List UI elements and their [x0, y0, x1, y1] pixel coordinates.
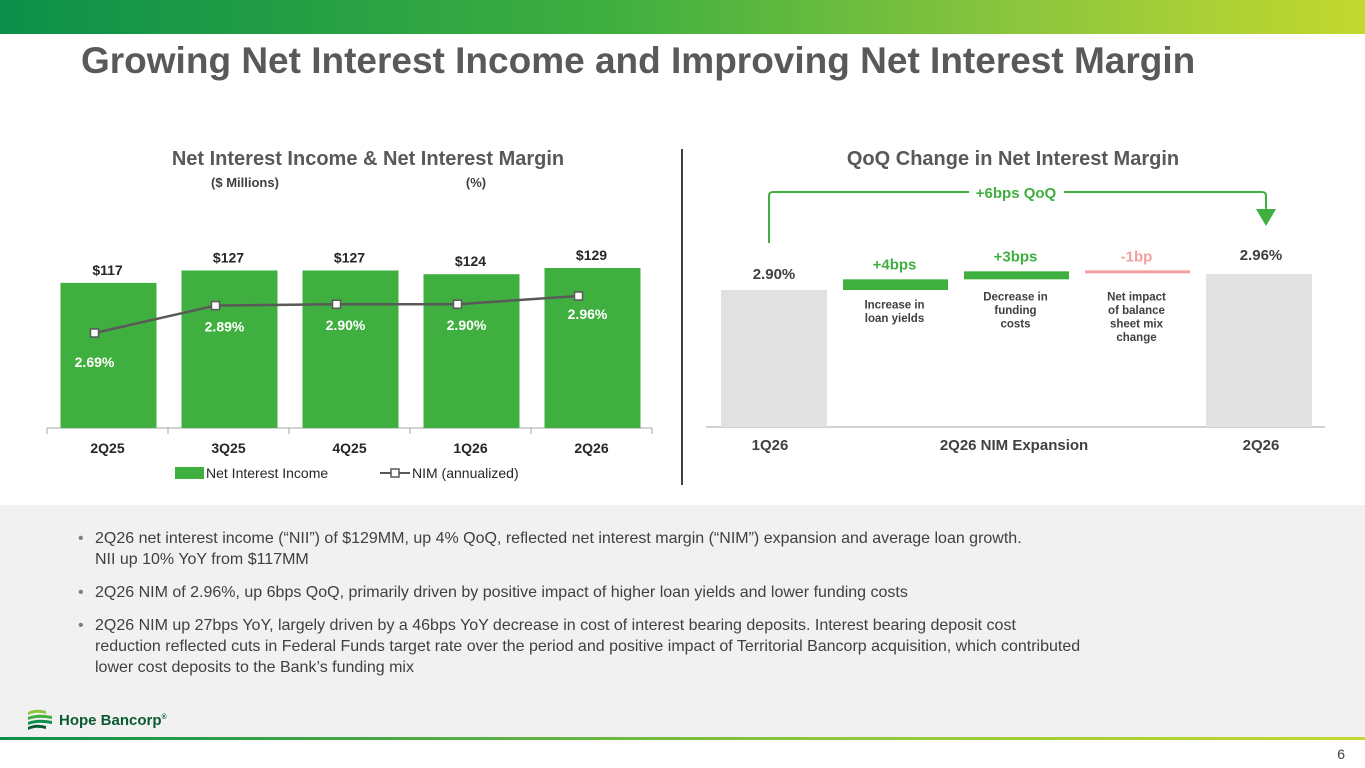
- bullet-text-line: 2Q26 NIM up 27bps YoY, largely driven by…: [95, 617, 1016, 634]
- nii-bar-3q25: [181, 270, 278, 428]
- nim-label: 2.89%: [205, 319, 245, 335]
- x-tick-label: 2Q25: [90, 440, 124, 456]
- waterfall-step-description: change: [1116, 332, 1156, 344]
- top-gradient-bar: [0, 0, 1365, 34]
- nii-bar-2q26: [544, 268, 641, 428]
- annotation-label: +6bps QoQ: [976, 185, 1057, 202]
- nim-point: [573, 291, 584, 301]
- company-logo: Hope Bancorp®: [26, 706, 167, 734]
- waterfall-step-bar: [843, 279, 948, 290]
- annotation-bracket-left: [768, 191, 969, 243]
- waterfall-end-bar: [1206, 274, 1312, 427]
- waterfall-axis-label-middle: 2Q26 NIM Expansion: [940, 437, 1088, 454]
- waterfall-axis-label-end: 2Q26: [1243, 437, 1280, 454]
- page-title: Growing Net Interest Income and Improvin…: [81, 40, 1196, 81]
- x-tick-label: 4Q25: [332, 440, 366, 456]
- hope-bancorp-logo-icon: [28, 709, 52, 730]
- waterfall-step-bar: [1085, 270, 1190, 274]
- waterfall-step-description: costs: [1000, 318, 1030, 330]
- legend-bar-swatch: [175, 467, 204, 479]
- left-chart-title: Net Interest Income & Net Interest Margi…: [172, 148, 564, 170]
- bullet-dot-icon: •: [78, 617, 84, 634]
- nim-point: [210, 300, 221, 311]
- nim-label: 2.96%: [568, 306, 608, 322]
- nim-label: 2.90%: [447, 317, 487, 333]
- bullet-dot-icon: •: [78, 530, 84, 547]
- bullet-text-line: lower cost deposits to the Bank’s fundin…: [95, 659, 414, 676]
- page-number: 6: [1337, 746, 1345, 762]
- annotation-bracket-right: [1064, 191, 1267, 210]
- commentary-bullet: • 2Q26 NIM of 2.96%, up 6bps QoQ, primari…: [78, 582, 1278, 603]
- waterfall-step-description: loan yields: [865, 313, 924, 325]
- commentary-bullets: • 2Q26 net interest income (“NII”) of $12…: [78, 528, 1278, 690]
- nim-label: 2.90%: [326, 317, 366, 333]
- waterfall-step-description: funding: [994, 305, 1036, 317]
- right-chart-title: QoQ Change in Net Interest Margin: [847, 148, 1179, 170]
- nim-waterfall-chart: QoQ Change in Net Interest Margin 2.90% 2.…: [706, 148, 1325, 454]
- x-tick-label: 2Q26: [574, 440, 608, 456]
- waterfall-step-description: Increase in: [864, 299, 924, 311]
- nii-bar-1q26: [423, 274, 520, 428]
- legend-line-marker: [390, 468, 400, 478]
- bullet-dot-icon: •: [78, 584, 84, 601]
- waterfall-step-label: +3bps: [994, 248, 1038, 265]
- nii-nim-chart: Net Interest Income & Net Interest Margi…: [46, 148, 653, 481]
- nii-bar-label: $127: [334, 249, 365, 265]
- waterfall-step-description: sheet mix: [1110, 318, 1164, 330]
- nim-point: [452, 299, 463, 309]
- x-tick-label: 1Q26: [453, 440, 487, 456]
- legend-nii-label: Net Interest Income: [206, 465, 328, 481]
- nii-bar-label: $117: [92, 262, 123, 278]
- nim-point: [331, 299, 342, 309]
- bullet-text-line: NII up 10% YoY from $117MM: [95, 551, 309, 568]
- nii-bar-label: $127: [213, 249, 244, 265]
- left-chart-subtitle-percent: (%): [466, 175, 486, 190]
- waterfall-step-description: Decrease in: [983, 291, 1048, 303]
- section-divider: [681, 149, 683, 485]
- waterfall-step-bar: [964, 271, 1069, 280]
- nii-bar-label: $124: [455, 253, 486, 269]
- waterfall-step-label: -1bp: [1121, 248, 1153, 265]
- nim-point: [89, 328, 100, 338]
- commentary-bullet: • 2Q26 net interest income (“NII”) of $12…: [78, 528, 1278, 570]
- left-chart-subtitle-millions: ($ Millions): [211, 175, 279, 190]
- waterfall-step-description: of balance: [1108, 305, 1165, 317]
- bottom-gradient-rule: [0, 737, 1365, 740]
- waterfall-end-label: 2.96%: [1240, 247, 1283, 264]
- bullet-text-line: reduction reflected cuts in Federal Fund…: [95, 638, 1081, 655]
- waterfall-start-label: 2.90%: [753, 266, 796, 283]
- bullet-text-line: 2Q26 NIM of 2.96%, up 6bps QoQ, primaril…: [95, 584, 908, 601]
- bullet-text-line: 2Q26 net interest income (“NII”) of $129…: [95, 530, 1022, 547]
- logo-text: Hope Bancorp®: [59, 711, 167, 729]
- commentary-panel: [0, 505, 1365, 737]
- waterfall-step-description: Net impact: [1107, 291, 1166, 303]
- waterfall-start-bar: [721, 290, 827, 427]
- annotation-arrow-icon: [1256, 209, 1276, 226]
- nii-bar-label: $129: [576, 247, 607, 263]
- legend-nim-label: NIM (annualized): [412, 465, 519, 481]
- commentary-bullet: • 2Q26 NIM up 27bps YoY, largely driven b…: [78, 615, 1278, 678]
- nii-bar-4q25: [302, 270, 399, 428]
- nim-label: 2.69%: [75, 354, 115, 370]
- nii-bar-2q25: [60, 282, 157, 428]
- waterfall-step-label: +4bps: [873, 256, 917, 273]
- waterfall-axis-label-start: 1Q26: [752, 437, 789, 454]
- x-tick-label: 3Q25: [211, 440, 245, 456]
